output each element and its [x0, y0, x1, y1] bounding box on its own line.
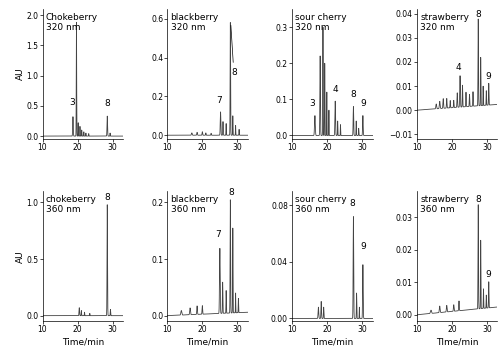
Text: 3: 3	[70, 98, 75, 107]
Text: strawberry
360 nm: strawberry 360 nm	[420, 195, 469, 214]
X-axis label: Time/min: Time/min	[186, 337, 228, 346]
X-axis label: Time/min: Time/min	[312, 337, 354, 346]
Text: 9: 9	[360, 242, 366, 251]
Text: 4: 4	[456, 62, 461, 72]
Text: strawberry
320 nm: strawberry 320 nm	[420, 13, 469, 32]
Text: 8: 8	[104, 194, 110, 202]
Text: 8: 8	[350, 90, 356, 99]
Text: 7: 7	[215, 230, 221, 239]
Text: 9: 9	[360, 99, 366, 108]
Text: 8: 8	[476, 195, 482, 204]
Y-axis label: AU: AU	[16, 68, 25, 80]
Text: 4: 4	[332, 85, 338, 94]
Text: Chokeberry
320 nm: Chokeberry 320 nm	[46, 13, 98, 32]
Text: 9: 9	[486, 270, 492, 279]
Text: 8: 8	[476, 10, 481, 19]
Text: chokeberry
360 nm: chokeberry 360 nm	[46, 195, 96, 214]
Text: sour cherry
360 nm: sour cherry 360 nm	[296, 195, 347, 214]
Text: 8: 8	[228, 188, 234, 197]
X-axis label: TIme/min: TIme/min	[436, 337, 478, 346]
Y-axis label: AU: AU	[16, 250, 25, 262]
Text: blackberry
360 nm: blackberry 360 nm	[170, 195, 219, 214]
Text: blackberry
320 nm: blackberry 320 nm	[170, 13, 219, 32]
Text: 8: 8	[350, 199, 356, 208]
Text: 9: 9	[486, 72, 492, 81]
Text: 8: 8	[231, 25, 236, 77]
X-axis label: Time/min: Time/min	[62, 337, 104, 346]
Text: sour cherry
320 nm: sour cherry 320 nm	[296, 13, 347, 32]
Text: 3: 3	[310, 99, 316, 108]
Text: 7: 7	[216, 96, 222, 105]
Text: 8: 8	[104, 99, 110, 108]
